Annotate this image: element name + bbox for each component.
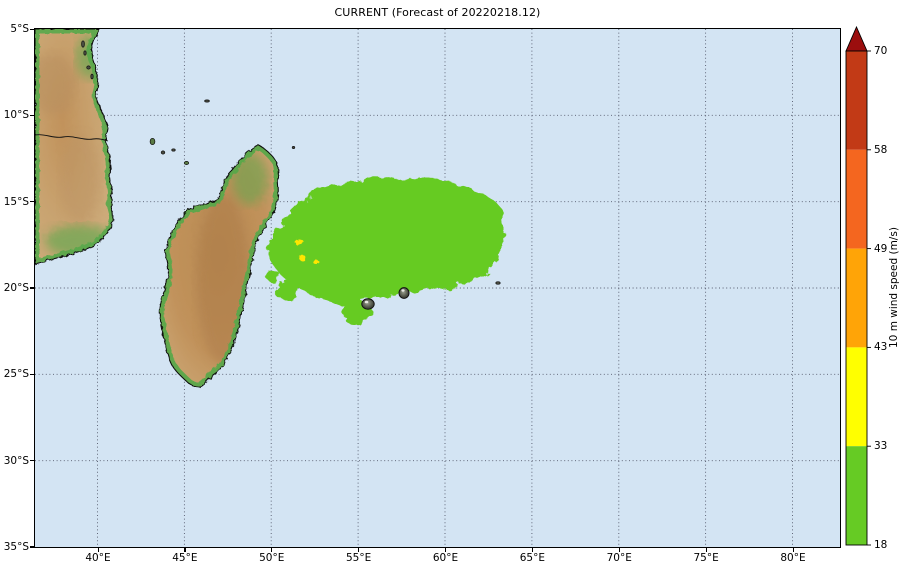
y-tick-label: 25°S: [3, 368, 29, 381]
x-tick-mark: [792, 548, 794, 552]
y-tick-mark: [30, 28, 34, 30]
x-tick-mark: [97, 548, 99, 552]
map-plot-area: [34, 28, 841, 548]
y-tick-label: 10°S: [3, 109, 29, 122]
wind-speed-colorbar: [845, 25, 871, 546]
y-tick-mark: [30, 460, 34, 462]
y-tick-mark: [30, 546, 34, 548]
x-tick-label: 55°E: [346, 552, 372, 564]
country-border-line: [35, 134, 109, 142]
africa-landmass: [35, 29, 114, 265]
small-islands: [81, 40, 501, 285]
colorbar-tick-label: 33: [874, 440, 888, 453]
y-tick-mark: [30, 201, 34, 203]
x-tick-mark: [271, 548, 273, 552]
y-tick-mark: [30, 287, 34, 289]
x-tick-label: 60°E: [432, 552, 459, 564]
x-tick-label: 45°E: [172, 552, 198, 564]
storm-force-patches-ge33: [294, 239, 320, 264]
y-tick-label: 15°S: [3, 195, 29, 208]
x-tick-label: 70°E: [606, 552, 632, 564]
mauritius-island: [398, 287, 410, 299]
x-tick-mark: [705, 548, 707, 552]
y-tick-label: 35°S: [3, 540, 29, 553]
x-tick-mark: [618, 548, 620, 552]
x-tick-mark: [184, 548, 186, 552]
x-tick-mark: [531, 548, 534, 552]
colorbar-tick-label: 18: [874, 539, 888, 551]
colorbar-tick-label: 49: [874, 242, 888, 255]
x-tick-label: 40°E: [85, 552, 111, 564]
x-tick-label: 75°E: [693, 552, 719, 564]
y-tick-mark: [30, 373, 34, 376]
reunion-island: [361, 298, 375, 310]
wind-swath-ge18: [266, 177, 505, 324]
colorbar-tick-label: 70: [874, 45, 888, 57]
x-tick-mark: [358, 548, 360, 552]
x-tick-label: 50°E: [259, 552, 285, 564]
colorbar-tick-label: 58: [874, 143, 888, 156]
y-tick-mark: [30, 114, 34, 117]
madagascar-landmass: [159, 144, 279, 388]
colorbar-over-arrow: [845, 25, 868, 52]
colorbar-axis-label: 10 m wind speed (m/s): [888, 227, 900, 349]
x-tick-label: 80°E: [780, 552, 806, 564]
colorbar-tick-marks: [867, 50, 871, 546]
map-canvas: [35, 29, 840, 547]
x-tick-label: 65°E: [519, 552, 545, 564]
colorbar-tick-label: 43: [874, 341, 888, 354]
y-tick-label: 20°S: [3, 281, 29, 294]
y-tick-label: 30°S: [3, 454, 29, 467]
x-tick-mark: [445, 548, 447, 552]
plot-title: CURRENT (Forecast of 20220218.12): [334, 6, 541, 19]
y-tick-label: 5°S: [10, 23, 29, 35]
